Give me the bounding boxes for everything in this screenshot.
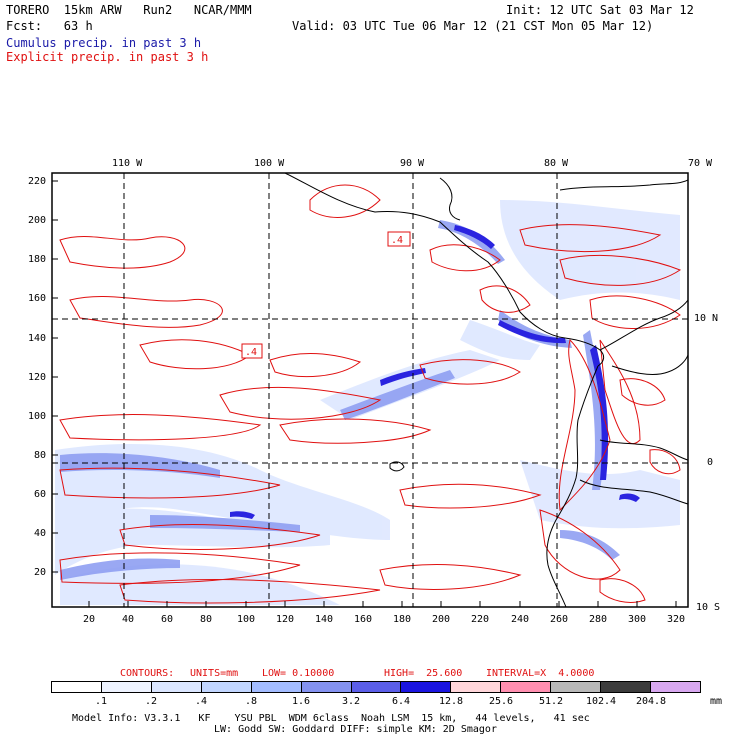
lon-label-90w: 90 W — [400, 158, 425, 169]
x-label: 120 — [276, 614, 295, 625]
y-label: 220 — [28, 176, 47, 187]
colorbar-label: 12.8 — [438, 696, 464, 707]
x-label: 260 — [550, 614, 569, 625]
contours-interval: INTERVAL=X 4.0000 — [486, 668, 595, 679]
precip-colorbar — [51, 681, 701, 693]
physics-info: LW: Godd SW: Goddard DIFF: simple KM: 2D… — [214, 724, 497, 735]
x-label: 60 — [161, 614, 174, 625]
contour-box-label-2: .4 — [241, 343, 263, 359]
map-layers — [52, 173, 688, 607]
x-label: 20 — [83, 614, 96, 625]
contours-units: UNITS=mm — [190, 668, 239, 679]
colorbar-label: 6.4 — [391, 696, 411, 707]
contour-box-label-1: .4 — [387, 231, 411, 247]
cumulus-precip-medium — [60, 220, 620, 580]
valid-time: Valid: 03 UTC Tue 06 Mar 12 (21 CST Mon … — [292, 19, 654, 33]
init-time: Init: 12 UTC Sat 03 Mar 12 — [506, 3, 694, 17]
x-label: 280 — [589, 614, 608, 625]
lon-label-70w: 70 W — [688, 158, 713, 169]
x-label: 180 — [393, 614, 412, 625]
lon-label-100w: 100 W — [254, 158, 285, 169]
forecast-hour: Fcst: 63 h — [6, 19, 93, 33]
y-label: 20 — [34, 567, 47, 578]
x-label: 140 — [315, 614, 334, 625]
contours-high: HIGH= 25.600 — [384, 668, 463, 679]
colorbar-swatch — [501, 682, 552, 692]
colorbar-unit: mm — [710, 696, 723, 707]
cumulus-precip-heavy — [230, 225, 640, 519]
colorbar-swatch — [201, 682, 252, 692]
x-label: 320 — [667, 614, 686, 625]
colorbar-swatch — [651, 682, 700, 692]
y-label: 200 — [28, 215, 47, 226]
svg-text:.4: .4 — [391, 235, 403, 246]
lat-label-0: 0 — [707, 457, 714, 468]
colorbar-swatch — [451, 682, 502, 692]
colorbar-label: 3.2 — [341, 696, 361, 707]
colorbar-label: 102.4 — [585, 696, 617, 707]
x-label: 160 — [354, 614, 373, 625]
svg-text:.4: .4 — [245, 347, 257, 358]
contours-low: LOW= 0.10000 — [262, 668, 335, 679]
colorbar-label: .1 — [94, 696, 108, 707]
colorbar-swatch — [101, 682, 152, 692]
colorbar-label: .8 — [244, 696, 258, 707]
field-cumulus-label: Cumulus precip. in past 3 h — [6, 36, 202, 50]
lon-label-80w: 80 W — [544, 158, 569, 169]
colorbar-label: .4 — [194, 696, 208, 707]
colorbar-label: 25.6 — [488, 696, 514, 707]
x-axis-ticks — [88, 601, 677, 607]
y-label: 120 — [28, 372, 47, 383]
colorbar-label: 1.6 — [291, 696, 311, 707]
y-label: 80 — [34, 450, 47, 461]
x-label: 40 — [122, 614, 135, 625]
x-label: 300 — [628, 614, 647, 625]
x-label: 200 — [432, 614, 451, 625]
y-label: 40 — [34, 528, 47, 539]
lon-label-110w: 110 W — [112, 158, 143, 169]
y-label: 140 — [28, 333, 47, 344]
colorbar-swatch — [601, 682, 652, 692]
contours-label: CONTOURS: — [120, 668, 175, 679]
colorbar-swatch — [551, 682, 602, 692]
x-label: 80 — [200, 614, 213, 625]
x-label: 100 — [237, 614, 256, 625]
coastlines — [284, 173, 688, 607]
colorbar-label: 51.2 — [538, 696, 564, 707]
y-label: 180 — [28, 254, 47, 265]
model-info: Model Info: V3.3.1 KF YSU PBL WDM 6class… — [72, 713, 590, 724]
y-label: 160 — [28, 293, 47, 304]
colorbar-swatch — [251, 682, 302, 692]
x-label: 220 — [471, 614, 490, 625]
map-frame — [51, 172, 689, 608]
colorbar-label: .2 — [144, 696, 158, 707]
colorbar-swatch — [351, 682, 402, 692]
colorbar-swatch — [401, 682, 452, 692]
x-label: 240 — [511, 614, 530, 625]
colorbar-label: 204.8 — [635, 696, 667, 707]
field-explicit-label: Explicit precip. in past 3 h — [6, 50, 209, 64]
colorbar-swatch — [52, 682, 102, 692]
lat-label-10s: 10 S — [696, 602, 721, 613]
colorbar-swatch — [151, 682, 202, 692]
colorbar-swatch — [301, 682, 352, 692]
latlon-grid — [52, 173, 688, 607]
lat-label-10n: 10 N — [694, 313, 719, 324]
y-axis-ticks — [52, 180, 58, 573]
y-label: 100 — [28, 411, 47, 422]
model-title: TORERO 15km ARW Run2 NCAR/MMM — [6, 3, 252, 17]
y-label: 60 — [34, 489, 47, 500]
